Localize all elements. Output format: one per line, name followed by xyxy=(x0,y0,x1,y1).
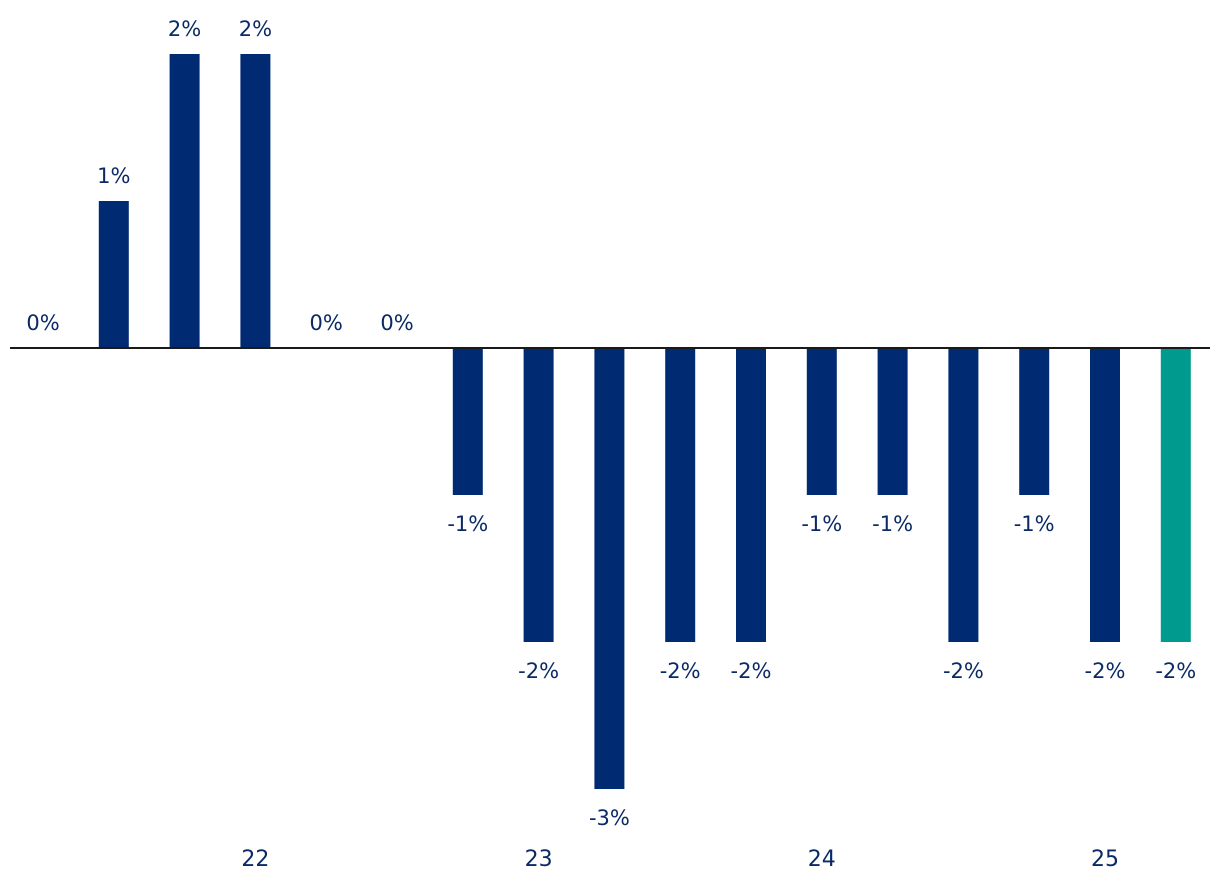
data-label-12: -1% xyxy=(872,512,913,536)
x-axis-label-2: 24 xyxy=(808,847,836,872)
bar-12 xyxy=(877,348,908,495)
data-label-9: -2% xyxy=(660,659,701,683)
bar-9 xyxy=(665,348,696,642)
bar-13 xyxy=(948,348,979,642)
bar-2 xyxy=(169,54,200,348)
bar-16 xyxy=(1160,348,1191,642)
data-label-4: 0% xyxy=(310,311,343,335)
data-label-5: 0% xyxy=(380,311,413,335)
x-axis-label-3: 25 xyxy=(1091,847,1119,872)
data-label-8: -3% xyxy=(589,806,630,830)
data-label-13: -2% xyxy=(943,659,984,683)
data-label-11: -1% xyxy=(801,512,842,536)
data-label-7: -2% xyxy=(518,659,559,683)
bar-11 xyxy=(806,348,837,495)
data-label-14: -1% xyxy=(1014,512,1055,536)
bar-3 xyxy=(240,54,271,348)
bar-10 xyxy=(736,348,766,642)
bar-1 xyxy=(98,201,129,348)
x-axis-label-0: 22 xyxy=(241,847,269,872)
data-label-10: -2% xyxy=(731,659,772,683)
data-label-2: 2% xyxy=(168,17,201,41)
data-label-15: -2% xyxy=(1085,659,1126,683)
data-label-6: -1% xyxy=(447,512,488,536)
bar-14 xyxy=(1019,348,1050,495)
bar-15 xyxy=(1090,348,1120,642)
x-axis-label-1: 23 xyxy=(525,847,553,872)
bar-7 xyxy=(523,348,554,642)
data-label-16: -2% xyxy=(1155,659,1196,683)
data-label-1: 1% xyxy=(97,164,130,188)
data-label-0: 0% xyxy=(26,311,59,335)
bar-6 xyxy=(452,348,483,495)
bar-8 xyxy=(594,348,625,789)
data-label-3: 2% xyxy=(239,17,272,41)
